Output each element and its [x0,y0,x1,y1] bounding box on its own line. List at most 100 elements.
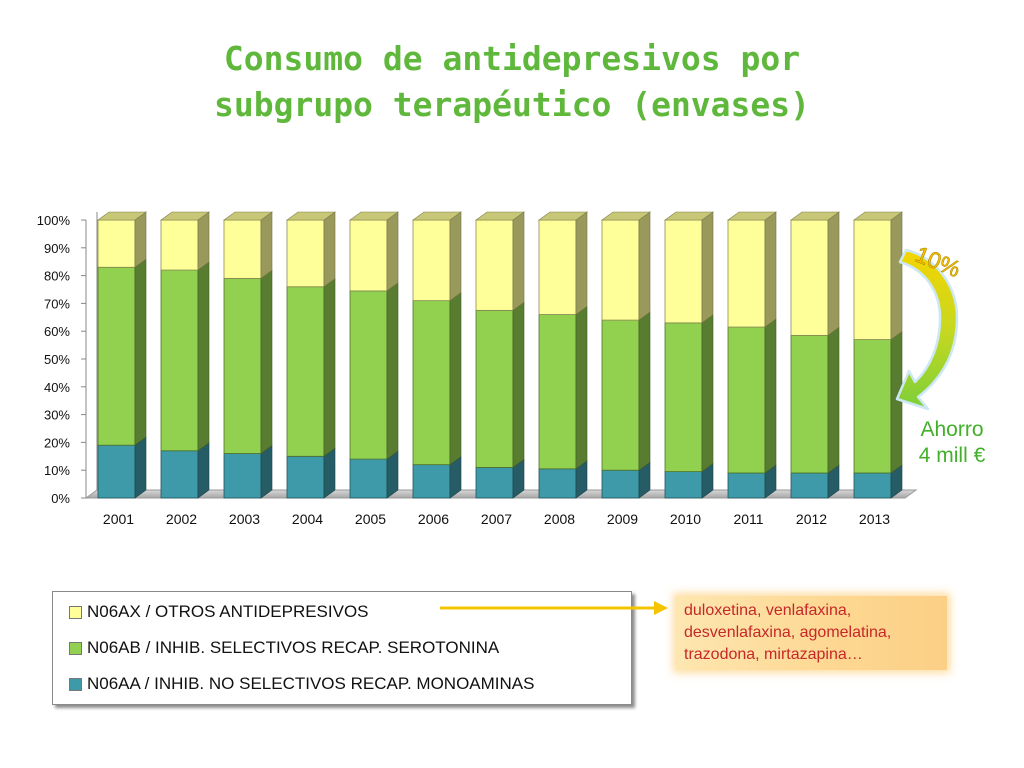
bar-segment-side [512,301,525,469]
bar-segment [349,458,388,499]
bar-segment-side [134,211,147,268]
bar-top-face [349,211,399,221]
bar-segment-side [197,211,210,271]
bar-segment-side [323,447,336,499]
y-tick-label: 70% [44,296,70,311]
x-tick-label: 2004 [292,511,323,527]
bar-segment [790,472,829,499]
x-tick-label: 2001 [103,511,134,527]
bar-segment-side [512,211,525,311]
note-callout: duloxetina, venlafaxina, desvenlafaxina,… [676,596,947,670]
x-tick-label: 2009 [607,511,638,527]
legend-item-n06aa: N06AA / INHIB. NO SELECTIVOS RECAP. MONO… [69,672,534,696]
bar-group-2006 [412,211,462,499]
bar-segment-side [197,261,210,452]
bar-top-face [853,211,903,221]
bar-group-2008 [538,211,588,499]
bar-segment [160,269,199,452]
bar-segment-side [827,326,840,474]
saving-line-2: 4 mill € [918,444,986,467]
legend-swatch [69,605,82,619]
y-tick-label: 0% [51,491,70,506]
bar-group-2002 [160,211,210,499]
bar-segment-side [449,211,462,302]
bar-group-2012 [790,211,840,499]
title-line-1: Consumo de antidepresivos por [223,39,801,78]
y-tick-label: 90% [44,241,70,256]
page-title: Consumo de antidepresivos por subgrupo t… [0,36,1024,128]
bar-segment [601,319,640,471]
bar-group-2007 [475,211,525,499]
x-tick-label: 2003 [229,511,260,527]
y-tick-label: 10% [44,463,70,478]
bar-segment-side [701,211,714,324]
saving-callout: Ahorro 4 mill € [904,417,1000,469]
bar-segment [160,450,199,499]
saving-line-1: Ahorro [920,418,984,441]
bar-segment [412,219,451,302]
x-tick-label: 2010 [670,511,701,527]
x-tick-label: 2002 [166,511,197,527]
bar-segment [853,339,892,474]
title-line-2: subgrupo terapéutico (envases) [213,85,811,124]
x-tick-label: 2012 [796,511,827,527]
bar-group-2003 [223,211,273,499]
bar-segment [160,219,199,271]
bar-segment [97,266,136,446]
bars [97,211,903,499]
legend-label: N06AX / OTROS ANTIDEPRESIVOS [87,602,369,621]
legend-item-n06ab: N06AB / INHIB. SELECTIVOS RECAP. SEROTON… [69,636,499,660]
legend-item-n06ax: N06AX / OTROS ANTIDEPRESIVOS [69,600,369,624]
y-tick-label: 100% [37,213,71,228]
bar-segment [349,219,388,292]
bar-segment-side [701,314,714,473]
bar-segment-side [890,330,903,474]
bar-top-face [412,211,462,221]
bar-segment-side [386,282,399,460]
bar-segment [97,219,136,268]
bar-segment [475,309,514,468]
note-line-3: trazodona, mirtazapina… [684,646,863,663]
bar-top-face [727,211,777,221]
x-tick-label: 2005 [355,511,386,527]
bar-segment [475,219,514,311]
bar-segment [349,290,388,460]
bar-top-face [286,211,336,221]
bar-segment-side [260,211,273,279]
bar-group-2009 [601,211,651,499]
bar-segment [412,464,451,499]
bar-segment [664,471,703,499]
x-tick-label: 2006 [418,511,449,527]
bar-segment-side [134,436,147,499]
bar-segment-side [638,311,651,471]
bar-segment-side [386,211,399,292]
bar-group-2004 [286,211,336,499]
bar-segment-side [197,442,210,499]
y-tick-label: 30% [44,408,70,423]
bar-segment [853,219,892,340]
bar-top-face [601,211,651,221]
x-tick-label: 2008 [544,511,575,527]
x-axis-labels: 2001 2002 2003 2004 2005 2006 2007 2008 2009 2010… [103,511,890,527]
bar-segment-side [638,211,651,321]
bar-segment [538,314,577,470]
y-tick-label: 40% [44,380,70,395]
bar-segment [790,219,829,336]
bar-segment [286,455,325,499]
legend-swatch [69,677,82,691]
bar-group-2010 [664,211,714,499]
bar-segment [727,326,766,474]
curved-arrow-icon [895,248,959,411]
bar-segment [223,453,262,499]
x-tick-label: 2007 [481,511,512,527]
bar-segment [664,322,703,472]
note-line-1: duloxetina, venlafaxina, [684,602,852,619]
bar-segment [223,219,262,279]
bar-segment [412,300,451,466]
y-tick-label: 80% [44,269,70,284]
bar-top-face [475,211,525,221]
bar-top-face [97,211,147,221]
bar-segment [475,467,514,499]
bar-segment-side [134,258,147,446]
